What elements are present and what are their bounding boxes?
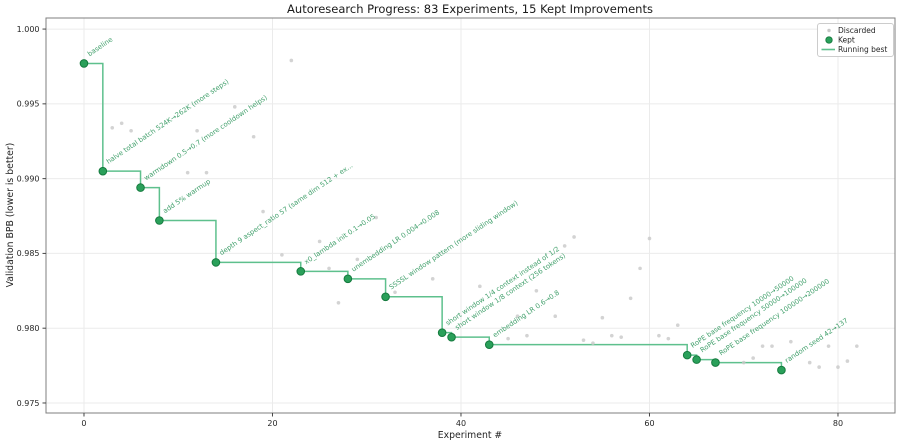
discarded-point [336,300,341,305]
kept-point [437,328,447,337]
discarded-point [327,266,331,271]
discarded-point [525,333,529,338]
kept-point [692,355,701,364]
discarded-point [280,253,284,257]
kept-point [343,274,353,284]
kept-point [296,267,306,276]
discarded-point [355,257,360,262]
y-axis-label: Validation BPB (lower is better) [5,143,16,288]
discarded-point [129,128,133,133]
discarded-point [855,344,859,348]
discarded-point [628,296,633,301]
plot-area: 0 20 40 60 80 0.975 0.980 0.985 0.990 0.995 1.000 b… [17,17,896,428]
discarded-point [826,344,831,348]
legend: Discarded Kept Running best [817,23,894,57]
y-tick-label: 0.975 [17,399,40,408]
discarded-point [289,58,294,63]
discarded-point [807,360,812,365]
kept-point [447,332,456,342]
y-tick-label: 0.995 [17,100,40,109]
discarded-point [657,333,661,338]
discarded-point [261,209,265,214]
kept-point [155,216,164,225]
discarded-point [619,335,624,339]
legend-discarded-label: Discarded [838,26,876,35]
y-tick-label: 0.990 [17,174,40,183]
annotation-label: halve total batch 524K→262K (more steps) [105,77,231,165]
annotation-label: SSSSL window pattern (more sliding windo… [388,199,520,292]
discarded-point [789,339,793,344]
x-axis-label: Experiment # [438,430,503,441]
kept-point [98,166,108,176]
x-tick-label: 60 [644,419,654,428]
discarded-point [515,314,520,319]
kept-point [777,365,786,375]
discarded-point [751,356,755,360]
discarded-point [534,289,539,293]
discarded-point [572,235,576,239]
discarded-point [770,344,774,348]
discarded-point [581,338,586,342]
discarded-point [675,323,680,328]
discarded-point [374,215,378,220]
kept-point [682,350,692,360]
x-tick-label: 20 [267,419,277,428]
legend-kept-marker-icon [825,36,833,44]
discarded-point [666,336,671,341]
kept-point [381,292,390,302]
legend-running-best-label: Running best [838,45,887,54]
kept-point [711,358,720,367]
kept-point [211,258,221,267]
x-tick-label: 80 [833,419,843,428]
discarded-point [393,290,397,295]
plot-border [45,17,896,414]
legend-kept-label: Kept [838,36,855,45]
y-tick-label: 0.985 [17,249,40,258]
y-tick-label: 1.000 [17,25,40,34]
discarded-point [204,170,209,175]
discarded-point [562,244,567,248]
kept-point [79,59,89,68]
discarded-point [817,365,821,369]
discarded-point [553,314,558,319]
x-tick-label: 40 [456,419,466,428]
discarded-point [317,239,322,244]
legend-box [817,23,894,57]
discarded-point [845,359,850,363]
discarded-point [638,266,642,271]
annotation-label: baseline [86,36,114,59]
y-tick-label: 0.980 [17,324,40,333]
discarded-point [760,344,765,348]
discarded-point [110,125,115,130]
discarded-point [647,236,652,241]
discarded-point [506,336,510,341]
x-tick-label: 0 [81,419,86,428]
annotation-label: short window 1/4 context instead of 1/2 [444,245,561,327]
discarded-point [232,105,237,109]
discarded-point [251,134,256,139]
chart-title: Autoresearch Progress: 83 Experiments, 1… [287,2,653,16]
discarded-point [195,128,199,133]
discarded-point [741,360,746,365]
discarded-point [185,170,190,175]
kept-point [136,183,145,192]
annotation-label: random seed 42→137 [784,317,850,365]
discarded-point [591,341,595,345]
discarded-point [430,277,435,281]
kept-point [484,340,494,349]
annotation-label: warmdown 0.5→0.7 (more cooldown helps) [143,93,269,182]
discarded-point [478,284,482,289]
discarded-point [609,333,614,338]
discarded-point [600,315,605,320]
annotation-label: add 5% warmup [162,177,213,215]
discarded-point [836,365,840,369]
discarded-point [119,121,124,126]
legend-discarded-marker-icon [827,28,831,33]
